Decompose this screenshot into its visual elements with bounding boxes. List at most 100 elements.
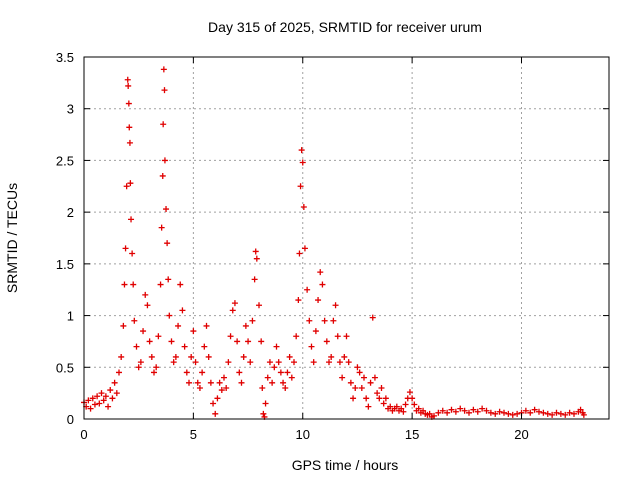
data-point (350, 395, 357, 402)
data-point (85, 397, 92, 404)
data-point (256, 302, 262, 309)
data-point (140, 328, 147, 335)
data-point (242, 322, 249, 329)
data-point (194, 379, 201, 386)
data-point (365, 403, 372, 410)
data-point (431, 412, 437, 419)
data-point (183, 369, 190, 376)
data-point (562, 411, 569, 418)
data-point (474, 408, 481, 415)
data-point (275, 359, 282, 366)
data-point (223, 384, 230, 391)
data-point (249, 317, 256, 324)
y-tick-label: 0 (67, 412, 74, 427)
data-point (339, 374, 346, 381)
data-point (336, 359, 343, 366)
x-tick-label: 5 (190, 427, 197, 442)
data-point (509, 411, 516, 418)
data-point (190, 328, 197, 335)
data-point (402, 401, 409, 408)
data-point (317, 269, 324, 276)
y-tick-label: 2 (67, 205, 74, 220)
data-point (540, 409, 547, 416)
data-point (479, 405, 486, 412)
data-point (308, 343, 315, 350)
data-point (536, 408, 542, 415)
y-tick-label: 0.5 (56, 360, 74, 375)
data-point (577, 406, 584, 413)
data-point (505, 410, 512, 417)
data-point (378, 384, 385, 391)
data-point (234, 338, 241, 345)
data-point (153, 364, 160, 371)
data-point (126, 139, 133, 146)
data-point (411, 401, 418, 408)
data-point (382, 395, 389, 402)
data-point (89, 395, 96, 402)
data-point (487, 409, 494, 416)
data-point (216, 379, 223, 386)
grid (84, 57, 609, 419)
data-point (133, 343, 140, 350)
data-point (420, 407, 427, 414)
data-point (120, 322, 127, 329)
x-tick-label: 20 (514, 427, 528, 442)
data-point (137, 359, 144, 366)
data-point (426, 410, 433, 417)
data-point (409, 395, 416, 402)
data-point (501, 409, 507, 416)
data-point (102, 393, 109, 400)
data-point (160, 66, 167, 73)
data-point (203, 322, 210, 329)
data-point (91, 401, 98, 408)
data-point (175, 322, 182, 329)
data-point (160, 121, 167, 128)
plot-frame (83, 56, 610, 420)
data-point (483, 407, 490, 414)
data-point (236, 369, 243, 376)
data-point (553, 409, 560, 416)
data-point (321, 317, 328, 324)
data-point (116, 369, 122, 376)
data-point (155, 333, 162, 340)
data-point (367, 379, 374, 386)
data-point (406, 389, 413, 396)
data-point (557, 410, 564, 417)
data-point (444, 409, 451, 416)
data-point (347, 379, 354, 386)
data-point (345, 359, 352, 366)
data-point (127, 180, 134, 187)
data-point (168, 338, 175, 345)
data-point (165, 276, 172, 283)
data-point (341, 353, 348, 360)
data-point (466, 409, 472, 416)
data-point (218, 387, 225, 394)
data-point (522, 407, 529, 414)
data-point (87, 405, 94, 412)
data-point (98, 390, 105, 397)
chart-title: Day 315 of 2025, SRMTID for receiver uru… (208, 19, 482, 35)
data-point (352, 384, 359, 391)
data-point (371, 374, 378, 381)
data-point (196, 384, 203, 391)
data-point (124, 76, 131, 83)
data-point (121, 281, 128, 288)
data-point (122, 245, 129, 252)
data-point (299, 159, 306, 166)
data-point (221, 374, 227, 381)
data-point (297, 183, 304, 190)
data-point (293, 333, 300, 340)
data-point (470, 406, 477, 413)
data-point (129, 250, 136, 257)
data-point (179, 307, 186, 314)
data-point (164, 240, 171, 247)
data-point (205, 353, 212, 360)
data-point (356, 369, 363, 376)
y-axis-label: SRMTID / TECUs (4, 183, 20, 293)
data-point (282, 384, 289, 391)
data-point (131, 317, 138, 324)
y-tick-label: 3.5 (56, 50, 74, 65)
data-point (380, 400, 387, 407)
data-point (334, 333, 341, 340)
data-point (387, 403, 394, 410)
